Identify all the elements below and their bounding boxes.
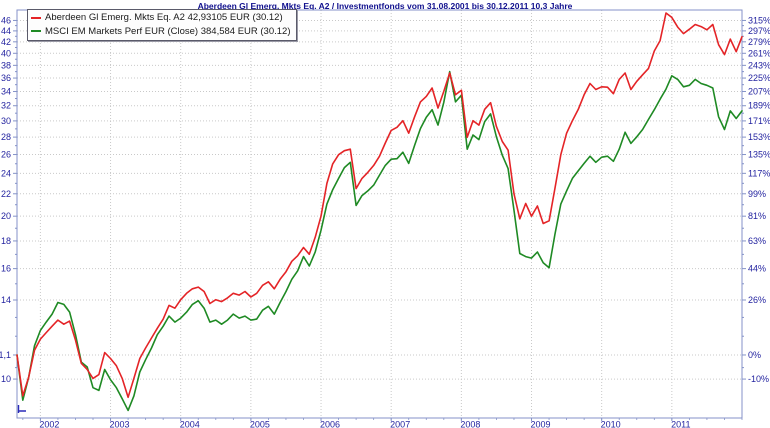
y-axis-left-label: 24 [1,168,11,178]
y-axis-right-label: 279% [748,37,770,47]
y-axis-right-label: 207% [748,86,770,96]
x-axis-year-label: 2009 [531,420,551,428]
y-axis-right-label: 189% [748,101,770,111]
y-axis-left-label: 46 [1,15,11,25]
x-axis-year-label: 2003 [110,420,130,428]
legend-item-msci: MSCI EM Markets Perf EUR (Close) 384,584… [31,25,291,39]
x-axis-year-label: 2002 [39,420,59,428]
x-axis-year-label: 2005 [250,420,270,428]
y-axis-left-label: 38 [1,60,11,70]
y-axis-right-label: 26% [748,295,766,305]
y-axis-right-label: 153% [748,132,770,142]
y-axis-right-label: 171% [748,116,770,126]
y-axis-right-label: 315% [748,15,770,25]
y-axis-left-label: 10 [1,374,11,384]
start-marker [17,405,26,413]
y-axis-left-label: 32 [1,101,11,111]
y-axis-left-label: 22 [1,189,11,199]
plot-frame [16,9,743,419]
msci-series-line [16,70,743,412]
y-axis-left-label: 36 [1,73,11,83]
legend: Aberdeen Gl Emerg. Mkts Eq. A2 42,93105 … [27,9,297,41]
y-axis-left-label: 14 [1,295,11,305]
y-axis-left-label: 34 [1,86,11,96]
y-axis-right-label: 81% [748,211,766,221]
legend-label-msci: MSCI EM Markets Perf EUR (Close) 384,584… [45,25,291,37]
y-axis-right-label: 135% [748,150,770,160]
x-axis-year-label: 2004 [180,420,200,428]
y-axis-left-label: 20 [1,211,11,221]
y-axis-right-label: 225% [748,73,770,83]
x-axis-year-label: 2007 [390,420,410,428]
y-axis-left-label: 18 [1,236,11,246]
x-axis-year-label: 2008 [460,420,480,428]
x-axis-year-label: 2011 [671,420,690,428]
legend-item-aberdeen: Aberdeen Gl Emerg. Mkts Eq. A2 42,93105 … [31,11,291,25]
y-axis-right-label: 297% [748,26,770,36]
y-axis-right-label: 243% [748,60,770,70]
y-axis-right-label: 117% [748,168,770,178]
legend-label-aberdeen: Aberdeen Gl Emerg. Mkts Eq. A2 42,93105 … [45,12,283,23]
y-axis-right-label: 99% [748,189,766,199]
x-axis-year-label: 2006 [320,420,340,428]
chart-title: Aberdeen Gl Emerg. Mkts Eq. A2 / Investm… [197,1,573,11]
y-axis-right-label: 0% [748,350,761,360]
y-axis-left-label: 42 [1,37,11,47]
y-axis-left-label: 28 [1,132,11,142]
aberdeen-series-line [16,12,743,399]
y-axis-left-label: 44 [1,26,11,36]
y-axis-left-label: 11,1 [0,350,11,360]
y-axis-left-label: 30 [1,116,11,126]
y-axis-right-label: 63% [748,236,766,246]
msci-line-swatch-icon [31,30,41,33]
y-axis-right-label: -10% [748,374,769,384]
y-axis-left-label: 40 [1,48,11,58]
y-axis-left-label: 26 [1,150,11,160]
y-axis-left-label: 16 [1,264,11,274]
aberdeen-line-swatch-icon [31,16,41,19]
y-axis-right-label: 44% [748,264,766,274]
x-axis-year-label: 2010 [601,420,621,428]
y-axis-right-label: 261% [748,48,770,58]
